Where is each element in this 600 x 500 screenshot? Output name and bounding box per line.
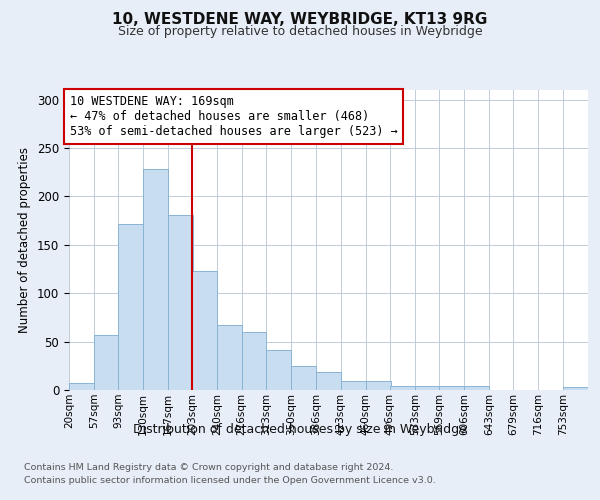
Bar xyxy=(242,332,266,390)
Bar xyxy=(341,382,365,390)
Bar xyxy=(390,386,415,390)
Bar xyxy=(94,335,119,390)
Text: Size of property relative to detached houses in Weybridge: Size of property relative to detached ho… xyxy=(118,25,482,38)
Bar xyxy=(292,366,316,390)
Y-axis label: Number of detached properties: Number of detached properties xyxy=(19,147,31,333)
Text: Contains public sector information licensed under the Open Government Licence v3: Contains public sector information licen… xyxy=(24,476,436,485)
Text: 10 WESTDENE WAY: 169sqm
← 47% of detached houses are smaller (468)
53% of semi-d: 10 WESTDENE WAY: 169sqm ← 47% of detache… xyxy=(70,95,397,138)
Text: 10, WESTDENE WAY, WEYBRIDGE, KT13 9RG: 10, WESTDENE WAY, WEYBRIDGE, KT13 9RG xyxy=(112,12,488,28)
Bar xyxy=(217,325,242,390)
Bar xyxy=(168,215,193,390)
Bar xyxy=(193,271,217,390)
Bar xyxy=(365,382,391,390)
Bar xyxy=(316,372,341,390)
Bar xyxy=(69,383,94,390)
Text: Contains HM Land Registry data © Crown copyright and database right 2024.: Contains HM Land Registry data © Crown c… xyxy=(24,462,394,471)
Bar xyxy=(266,350,292,390)
Text: Distribution of detached houses by size in Weybridge: Distribution of detached houses by size … xyxy=(133,422,467,436)
Bar xyxy=(143,170,168,390)
Bar xyxy=(118,224,143,390)
Bar xyxy=(464,386,489,390)
Bar xyxy=(415,386,440,390)
Bar xyxy=(439,386,464,390)
Bar xyxy=(563,387,588,390)
